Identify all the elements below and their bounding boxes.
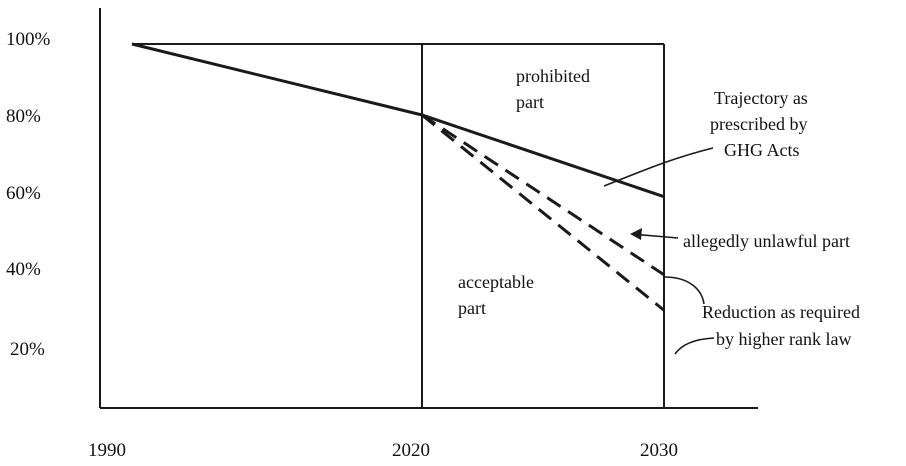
y-tick-80: 80% (6, 106, 41, 127)
y-tick-40: 40% (6, 259, 41, 280)
leader-line-trajectory (603, 147, 714, 187)
region-label-acceptable-2: part (458, 298, 486, 318)
series-layer (131, 42, 665, 312)
x-tick-2030: 2030 (640, 440, 678, 461)
region-label-prohibited: prohibited (516, 66, 590, 86)
annotation-trajectory-3: GHG Acts (724, 140, 800, 160)
series-line-3 (421, 113, 665, 312)
series-line-2 (421, 113, 665, 277)
arrow-unlawful-head (630, 228, 642, 240)
x-tick-1990: 1990 (88, 440, 126, 461)
leader-line-reduction-lower (674, 337, 715, 355)
annotation-unlawful: allegedly unlawful part (683, 231, 850, 251)
y-tick-100: 100% (6, 29, 51, 50)
annotation-reduction-2: by higher rank law (716, 329, 851, 349)
region-label-prohibited-2: part (516, 92, 544, 112)
y-tick-20: 20% (10, 339, 45, 360)
x-tick-2020: 2020 (392, 440, 430, 461)
annotation-trajectory-2: prescribed by (710, 114, 807, 134)
leader-line-reduction-upper (663, 276, 705, 305)
y-tick-60: 60% (6, 183, 41, 204)
annotation-reduction-1: Reduction as required (702, 302, 860, 322)
region-label-acceptable: acceptable (458, 272, 534, 292)
annotation-trajectory-1: Trajectory as (714, 88, 808, 108)
